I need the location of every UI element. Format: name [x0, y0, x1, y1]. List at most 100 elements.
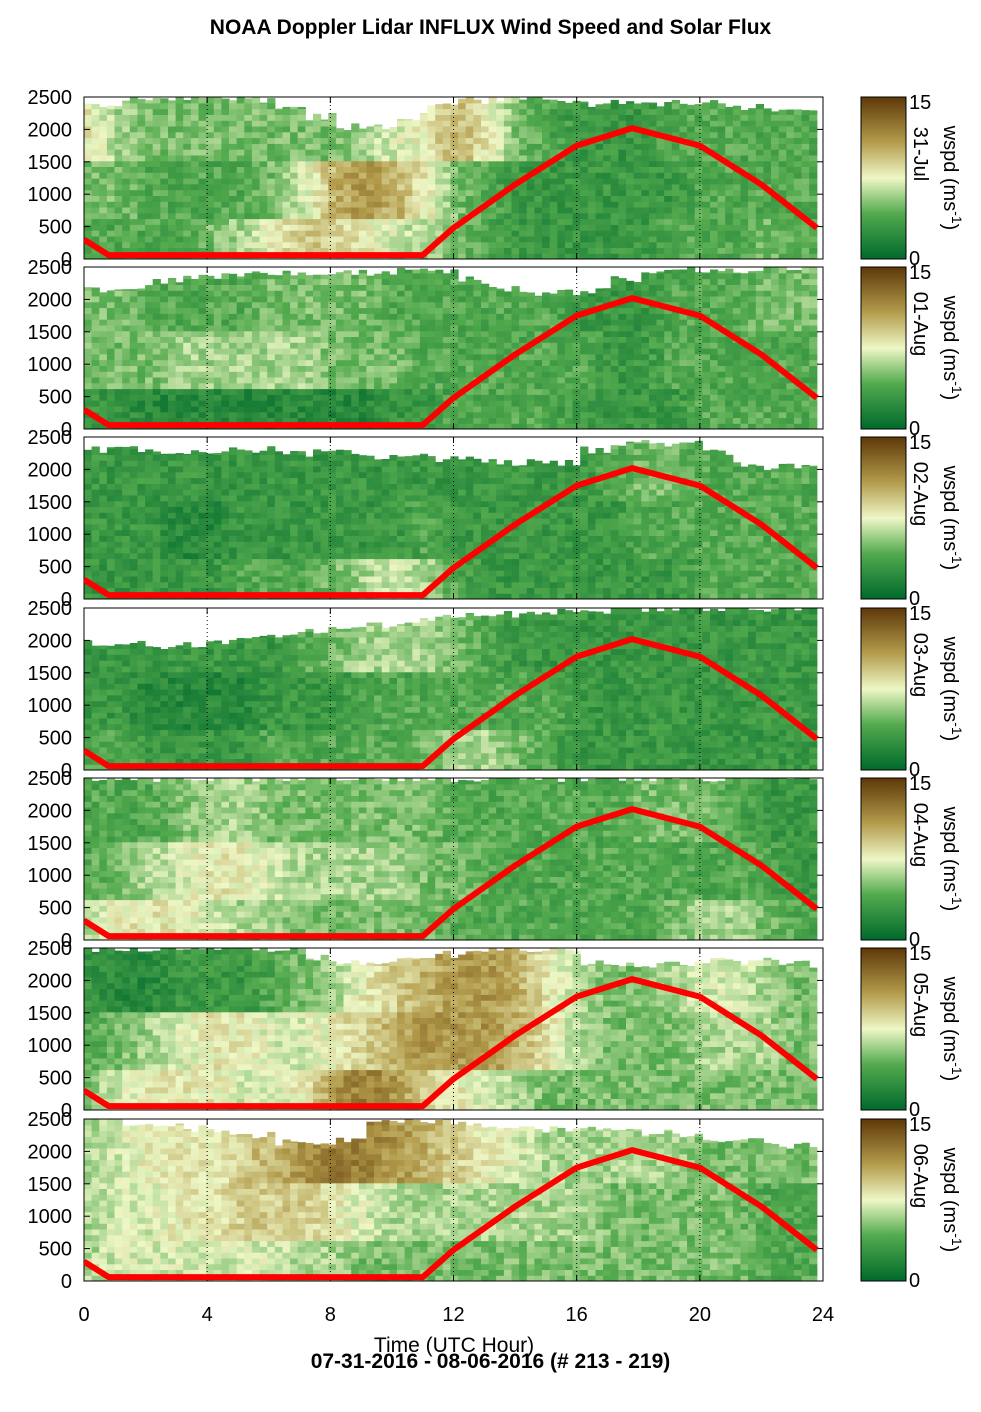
heatmap-cell — [793, 224, 803, 231]
heatmap-cell — [114, 289, 123, 291]
heatmap-cell — [725, 143, 734, 150]
heatmap-cell — [221, 98, 230, 104]
heatmap-cell — [374, 330, 383, 337]
heatmap-cell — [129, 330, 138, 337]
heatmap-cell — [671, 195, 680, 202]
heatmap-cell — [290, 206, 299, 214]
heatmap-cell — [465, 241, 474, 248]
heatmap-cell — [404, 230, 413, 237]
heatmap-cell — [99, 319, 108, 326]
heatmap-cell — [725, 417, 734, 424]
heatmap-cell — [251, 371, 261, 378]
heatmap-cell — [236, 97, 245, 104]
heatmap-cell — [290, 284, 299, 291]
heatmap-cell — [511, 235, 520, 243]
heatmap-cell — [427, 301, 436, 309]
heatmap-cell — [152, 388, 161, 395]
heatmap-cell — [145, 400, 154, 407]
heatmap-cell — [542, 114, 551, 121]
heatmap-cell — [702, 102, 711, 110]
heatmap-cell — [183, 365, 192, 372]
heatmap-cell — [351, 166, 360, 173]
heatmap-cell — [626, 417, 635, 424]
heatmap-cell — [610, 125, 619, 133]
heatmap-cell — [259, 382, 268, 390]
heatmap-cell — [412, 319, 421, 326]
heatmap-cell — [145, 376, 154, 384]
heatmap-cell — [450, 330, 459, 337]
heatmap-cell — [748, 120, 757, 127]
heatmap-cell — [526, 388, 535, 395]
heatmap-cell — [305, 154, 314, 162]
heatmap-cell — [282, 371, 291, 378]
heatmap-cell — [190, 247, 200, 254]
heatmap-cell — [267, 417, 276, 424]
heatmap-cell — [496, 100, 505, 104]
heatmap-cell — [763, 247, 772, 254]
heatmap-cell — [626, 247, 635, 254]
heatmap-cell — [320, 394, 329, 401]
heatmap-cell — [320, 154, 329, 162]
heatmap-cell — [229, 336, 238, 343]
heatmap-cell — [671, 143, 680, 150]
heatmap-cell — [419, 278, 429, 285]
heatmap-cell — [343, 295, 352, 303]
heatmap-cell — [534, 313, 543, 320]
heatmap-cell — [793, 109, 803, 115]
heatmap-cell — [671, 284, 680, 291]
heatmap-cell — [702, 201, 711, 208]
heatmap-cell — [343, 137, 352, 144]
heatmap-cell — [175, 382, 184, 390]
heatmap-cell — [496, 405, 505, 413]
heatmap-cell — [687, 230, 696, 237]
heatmap-cell — [664, 330, 673, 337]
heatmap-cell — [687, 336, 696, 343]
heatmap-cell — [435, 301, 444, 309]
heatmap-cell — [282, 189, 291, 196]
heatmap-cell — [419, 319, 429, 326]
heatmap-cell — [694, 307, 703, 314]
heatmap-cell — [755, 218, 764, 225]
heatmap-cell — [328, 235, 337, 243]
heatmap-cell — [496, 394, 505, 401]
heatmap-cell — [671, 102, 680, 110]
heatmap-cell — [244, 273, 253, 280]
heatmap-cell — [717, 166, 726, 173]
heatmap-cell — [778, 131, 787, 139]
heatmap-cell — [763, 411, 772, 418]
heatmap-cell — [694, 131, 703, 139]
heatmap-cell — [236, 201, 245, 208]
heatmap-cell — [221, 301, 230, 309]
heatmap-cell — [351, 284, 360, 291]
heatmap-cell — [771, 111, 780, 115]
heatmap-cell — [748, 195, 757, 202]
heatmap-cell — [694, 166, 703, 173]
heatmap-cell — [419, 394, 429, 401]
heatmap-cell — [198, 97, 207, 104]
heatmap-cell — [91, 287, 100, 291]
heatmap-cell — [534, 382, 543, 390]
heatmap-cell — [694, 218, 703, 225]
heatmap-cell — [274, 137, 283, 144]
heatmap-cell — [633, 423, 642, 429]
heatmap-cell — [435, 278, 444, 285]
heatmap-cell — [84, 178, 93, 185]
heatmap-cell — [465, 230, 474, 237]
heatmap-cell — [267, 224, 276, 231]
heatmap-cell — [748, 108, 757, 110]
heatmap-cell — [671, 172, 680, 179]
heatmap-cell — [229, 284, 238, 291]
heatmap-cell — [305, 342, 314, 349]
heatmap-cell — [175, 120, 184, 127]
heatmap-cell — [122, 102, 131, 110]
heatmap-cell — [84, 172, 93, 179]
heatmap-cell — [397, 212, 406, 220]
heatmap-cell — [183, 206, 192, 214]
heatmap-cell — [503, 301, 513, 309]
heatmap-cell — [320, 376, 329, 384]
heatmap-cell — [221, 365, 230, 372]
heatmap-cell — [626, 224, 635, 231]
heatmap-cell — [534, 235, 543, 243]
heatmap-cell — [99, 235, 108, 243]
heatmap-cell — [114, 201, 123, 208]
